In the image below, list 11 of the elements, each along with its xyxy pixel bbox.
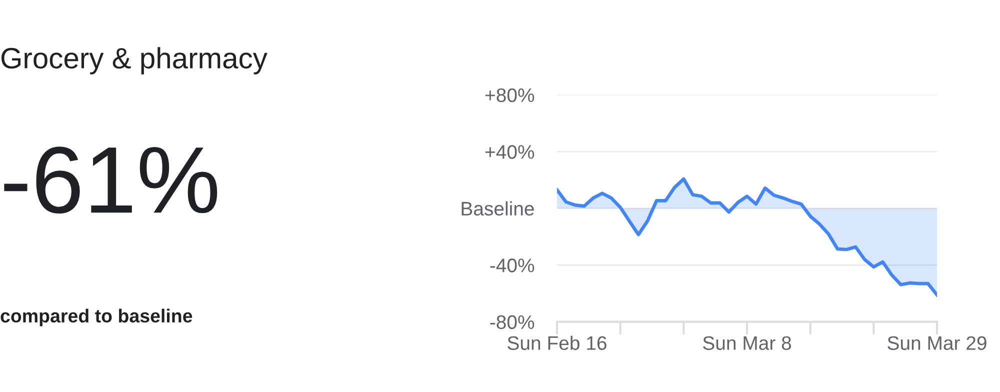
text: -61% xyxy=(4,146,218,214)
y-tick-label: -80% xyxy=(490,315,534,330)
x-tick-label: Sun Mar 29 xyxy=(888,336,986,350)
y-tick-label: -40% xyxy=(490,258,534,272)
y-tick-label: +40% xyxy=(485,145,534,159)
text: compared to baseline xyxy=(0,308,192,326)
text: Grocery & pharmacy xyxy=(1,47,268,74)
y-tick-label: Baseline xyxy=(462,201,534,216)
y-tick-label: +80% xyxy=(485,88,534,102)
x-tick-label: Sun Mar 8 xyxy=(703,336,792,350)
x-tick-label: Sun Feb 16 xyxy=(508,336,606,350)
